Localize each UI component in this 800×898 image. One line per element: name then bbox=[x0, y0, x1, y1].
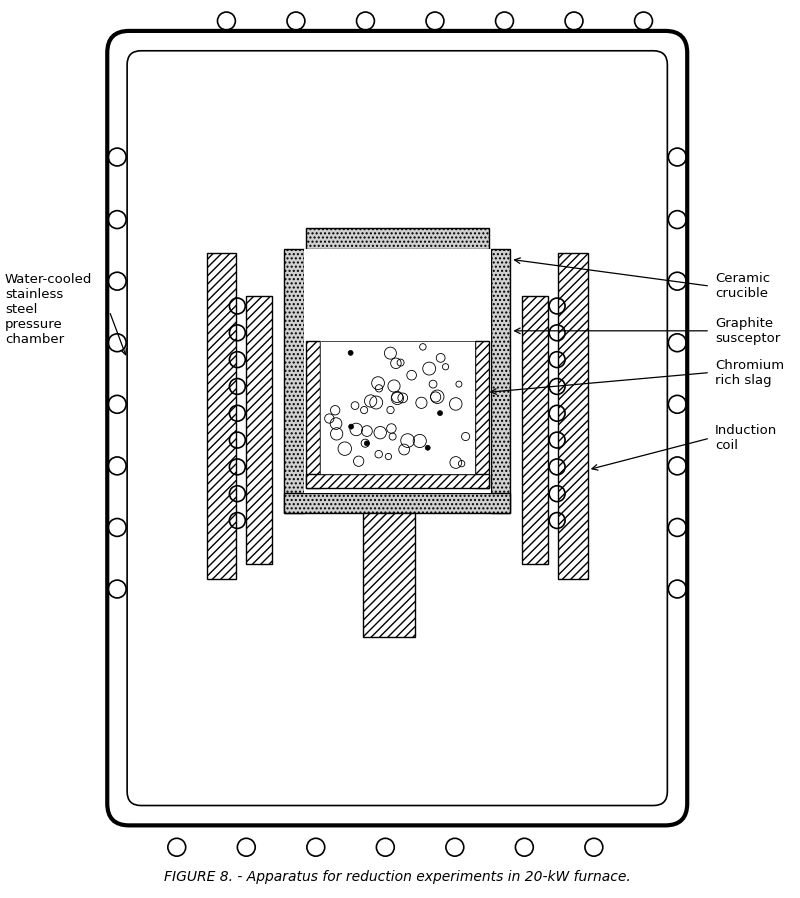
Bar bbox=[320, 340, 474, 474]
Text: Water-cooled
stainless
steel
pressure
chamber: Water-cooled stainless steel pressure ch… bbox=[5, 273, 92, 347]
Bar bbox=[284, 493, 510, 513]
Bar bbox=[304, 250, 490, 493]
Bar bbox=[284, 250, 304, 513]
Bar bbox=[206, 253, 236, 579]
Circle shape bbox=[438, 410, 442, 416]
Bar bbox=[306, 474, 489, 488]
Bar bbox=[363, 513, 415, 637]
FancyBboxPatch shape bbox=[107, 31, 687, 825]
Bar bbox=[246, 296, 272, 564]
Bar bbox=[558, 253, 588, 579]
Text: Ceramic
crucible: Ceramic crucible bbox=[715, 272, 770, 300]
Text: Chromium
rich slag: Chromium rich slag bbox=[715, 358, 784, 386]
Text: FIGURE 8. - Apparatus for reduction experiments in 20-kW furnace.: FIGURE 8. - Apparatus for reduction expe… bbox=[164, 870, 630, 884]
FancyBboxPatch shape bbox=[127, 51, 667, 806]
Circle shape bbox=[348, 350, 353, 356]
Circle shape bbox=[426, 445, 430, 450]
Bar bbox=[320, 340, 474, 474]
Bar bbox=[490, 250, 510, 513]
Bar bbox=[306, 227, 489, 250]
Text: Graphite
susceptor: Graphite susceptor bbox=[715, 317, 780, 345]
Bar bbox=[474, 340, 489, 488]
Bar bbox=[522, 296, 548, 564]
Text: Induction
coil: Induction coil bbox=[715, 424, 778, 452]
Circle shape bbox=[364, 441, 370, 445]
Circle shape bbox=[349, 424, 354, 429]
Bar bbox=[306, 340, 320, 488]
